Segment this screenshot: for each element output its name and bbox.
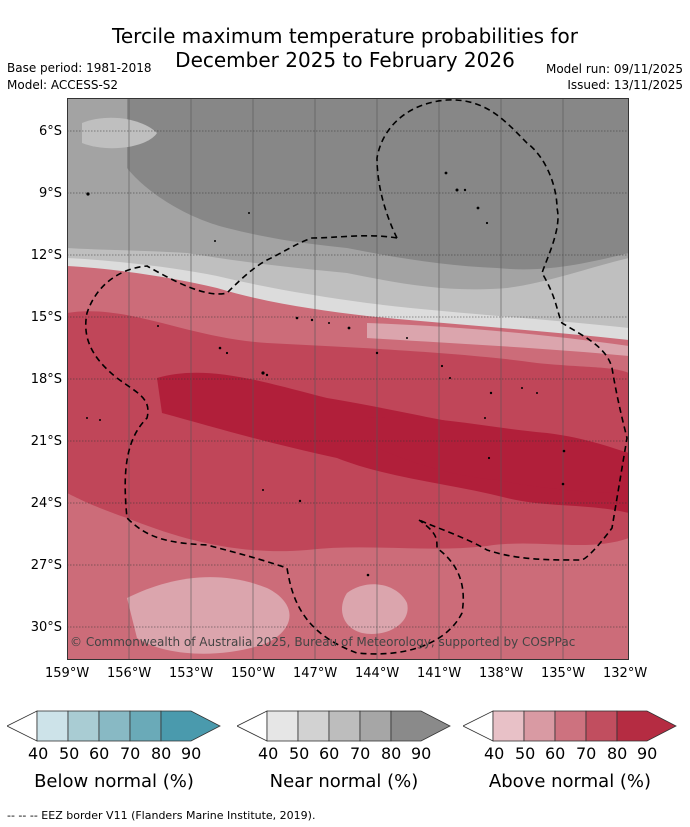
lon-label: 147°W [293, 666, 338, 681]
colorbar-tick: 40 [28, 744, 49, 763]
colorbar-tick: 90 [181, 744, 202, 763]
colorbar-cell [98, 710, 131, 742]
lat-label: 6°S [38, 124, 62, 139]
colorbar-cell [390, 710, 451, 742]
meridians [128, 98, 564, 660]
lon-label: 150°W [231, 666, 276, 681]
lat-label: 12°S [30, 248, 62, 263]
colorbar-below-normal [7, 710, 221, 742]
colorbar-cell [7, 710, 38, 742]
above-light-band-north [367, 323, 629, 356]
colorbar-cell [297, 710, 330, 742]
map-title-line1: Tercile maximum temperature probabilitie… [112, 24, 578, 48]
colorbar-tick: 70 [120, 744, 141, 763]
colorbar-cell [585, 710, 618, 742]
lon-label: 159°W [45, 666, 90, 681]
colorbar-cell [266, 710, 299, 742]
map-frame [67, 98, 629, 660]
colorbar-tick: 60 [319, 744, 340, 763]
colorbar-tick: 40 [258, 744, 279, 763]
base-period: Base period: 1981-2018 [7, 61, 152, 75]
lon-label: 153°W [169, 666, 214, 681]
colorbar-above-normal [463, 710, 677, 742]
lat-label: 27°S [30, 558, 62, 573]
lon-label: 141°W [417, 666, 462, 681]
lon-label: 132°W [603, 666, 648, 681]
colorbar-tick: 70 [350, 744, 371, 763]
lat-label: 15°S [30, 310, 62, 325]
colorbar-cell [129, 710, 162, 742]
colorbar-tick: 80 [381, 744, 402, 763]
colorbar-cell [160, 710, 221, 742]
colorbar-label-below: Below normal (%) [34, 771, 194, 792]
colorbar-tick: 50 [59, 744, 80, 763]
lon-label: 156°W [107, 666, 152, 681]
colorbar-near-normal [237, 710, 451, 742]
lon-label: 135°W [541, 666, 586, 681]
above-light-patch-center [342, 584, 408, 634]
lat-label: 21°S [30, 434, 62, 449]
colorbar-tick: 80 [607, 744, 628, 763]
copyright-notice: © Commonwealth of Australia 2025, Bureau… [70, 635, 576, 649]
lat-label: 24°S [30, 496, 62, 511]
probability-map[interactable] [67, 98, 629, 660]
above-dark-east [367, 416, 629, 493]
colorbar-tick: 60 [89, 744, 110, 763]
lon-label: 138°W [479, 666, 524, 681]
islands [86, 171, 566, 577]
colorbar-cell [359, 710, 392, 742]
near-normal-dark [127, 98, 629, 270]
eez-footnote: -- -- -- EEZ border V11 (Flanders Marine… [7, 809, 316, 822]
lon-label: 144°W [355, 666, 400, 681]
above-light-patch-south [127, 577, 290, 654]
colorbar-tick: 40 [484, 744, 505, 763]
colorbar-label-near: Near normal (%) [269, 771, 419, 792]
colorbar-cell [67, 710, 100, 742]
lat-label: 9°S [38, 186, 62, 201]
colorbar-cell [36, 710, 69, 742]
lat-label: 18°S [30, 372, 62, 387]
colorbar-tick: 60 [545, 744, 566, 763]
colorbar-cell [616, 710, 677, 742]
model-name: Model: ACCESS-S2 [7, 78, 119, 92]
colorbar-tick: 50 [515, 744, 536, 763]
map-title-line2: December 2025 to February 2026 [175, 48, 515, 72]
colorbar-cell [523, 710, 556, 742]
colorbar-cell [554, 710, 587, 742]
colorbar-label-above: Above normal (%) [488, 771, 652, 792]
colorbar-tick: 80 [151, 744, 172, 763]
issued-date: Issued: 13/11/2025 [567, 78, 683, 92]
colorbar-cell [328, 710, 361, 742]
colorbar-tick: 50 [289, 744, 310, 763]
colorbar-tick: 90 [637, 744, 658, 763]
colorbar-cell [463, 710, 494, 742]
model-run: Model run: 09/11/2025 [545, 62, 683, 76]
colorbar-cell [492, 710, 525, 742]
colorbar-cell [237, 710, 268, 742]
graticule [67, 130, 629, 628]
colorbar-tick: 70 [576, 744, 597, 763]
lat-label: 30°S [30, 620, 62, 635]
colorbar-tick: 90 [411, 744, 432, 763]
near-normal-light-patch [82, 117, 157, 149]
eez-borders [85, 99, 628, 655]
